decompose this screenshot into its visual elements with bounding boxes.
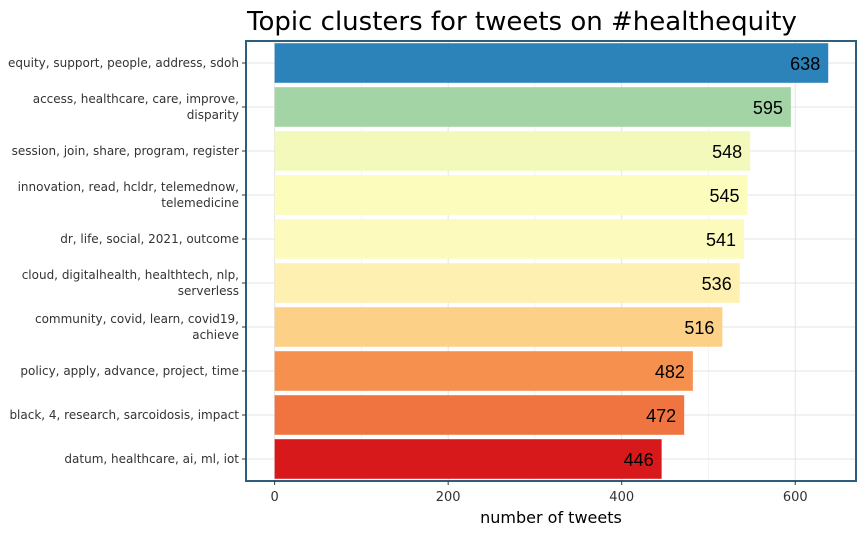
bar-value-label: 545 bbox=[709, 186, 739, 206]
category-label: access, healthcare, care, improve, bbox=[33, 92, 239, 106]
bar-value-label: 482 bbox=[655, 362, 685, 382]
x-tick-label: 0 bbox=[270, 490, 278, 505]
category-label: datum, healthcare, ai, ml, iot bbox=[64, 452, 239, 466]
bar-value-label: 472 bbox=[646, 406, 676, 426]
x-tick-label: 200 bbox=[436, 490, 461, 505]
category-label: disparity bbox=[187, 108, 239, 122]
chart-title: Topic clusters for tweets on #healthequi… bbox=[246, 7, 797, 37]
category-label: telemedicine bbox=[161, 196, 239, 210]
bar bbox=[274, 87, 791, 127]
bar-value-label: 446 bbox=[624, 450, 654, 470]
labels-layer: 638 595 548 545 541 536 516 482 472 446 bbox=[624, 54, 821, 470]
category-label: achieve bbox=[192, 328, 239, 342]
bar bbox=[274, 263, 740, 303]
category-label: policy, apply, advance, project, time bbox=[20, 364, 239, 378]
category-label: black, 4, research, sarcoidosis, impact bbox=[9, 408, 239, 422]
category-label: innovation, read, hcldr, telemednow, bbox=[18, 180, 239, 194]
plot-panel-border bbox=[245, 40, 857, 482]
bar bbox=[274, 131, 751, 171]
bar bbox=[274, 351, 693, 391]
bar-value-label: 548 bbox=[712, 142, 742, 162]
bar-value-label: 516 bbox=[684, 318, 714, 338]
bar bbox=[274, 307, 723, 347]
bar-value-label: 536 bbox=[702, 274, 732, 294]
category-label: community, covid, learn, covid19, bbox=[35, 312, 239, 326]
category-label: session, join, share, program, register bbox=[12, 144, 239, 158]
y-axis: equity, support, people, address, sdoh ac… bbox=[8, 56, 246, 466]
category-label: serverless bbox=[178, 284, 239, 298]
bar-value-label: 541 bbox=[706, 230, 736, 250]
bar-value-label: 595 bbox=[753, 98, 783, 118]
bar bbox=[274, 175, 748, 215]
category-label: equity, support, people, address, sdoh bbox=[8, 56, 239, 70]
category-label: dr, life, social, 2021, outcome bbox=[60, 232, 239, 246]
x-axis-title: number of tweets bbox=[480, 508, 622, 527]
category-label: cloud, digitalhealth, healthtech, nlp, bbox=[22, 268, 239, 282]
bar bbox=[274, 43, 829, 83]
bar bbox=[274, 395, 685, 435]
x-tick-label: 600 bbox=[783, 490, 808, 505]
bar bbox=[274, 439, 662, 479]
bar-value-label: 638 bbox=[790, 54, 820, 74]
x-tick-label: 400 bbox=[609, 490, 634, 505]
bar bbox=[274, 219, 745, 259]
x-axis: 0 200 400 600 bbox=[270, 481, 808, 505]
bars-layer bbox=[274, 43, 829, 479]
